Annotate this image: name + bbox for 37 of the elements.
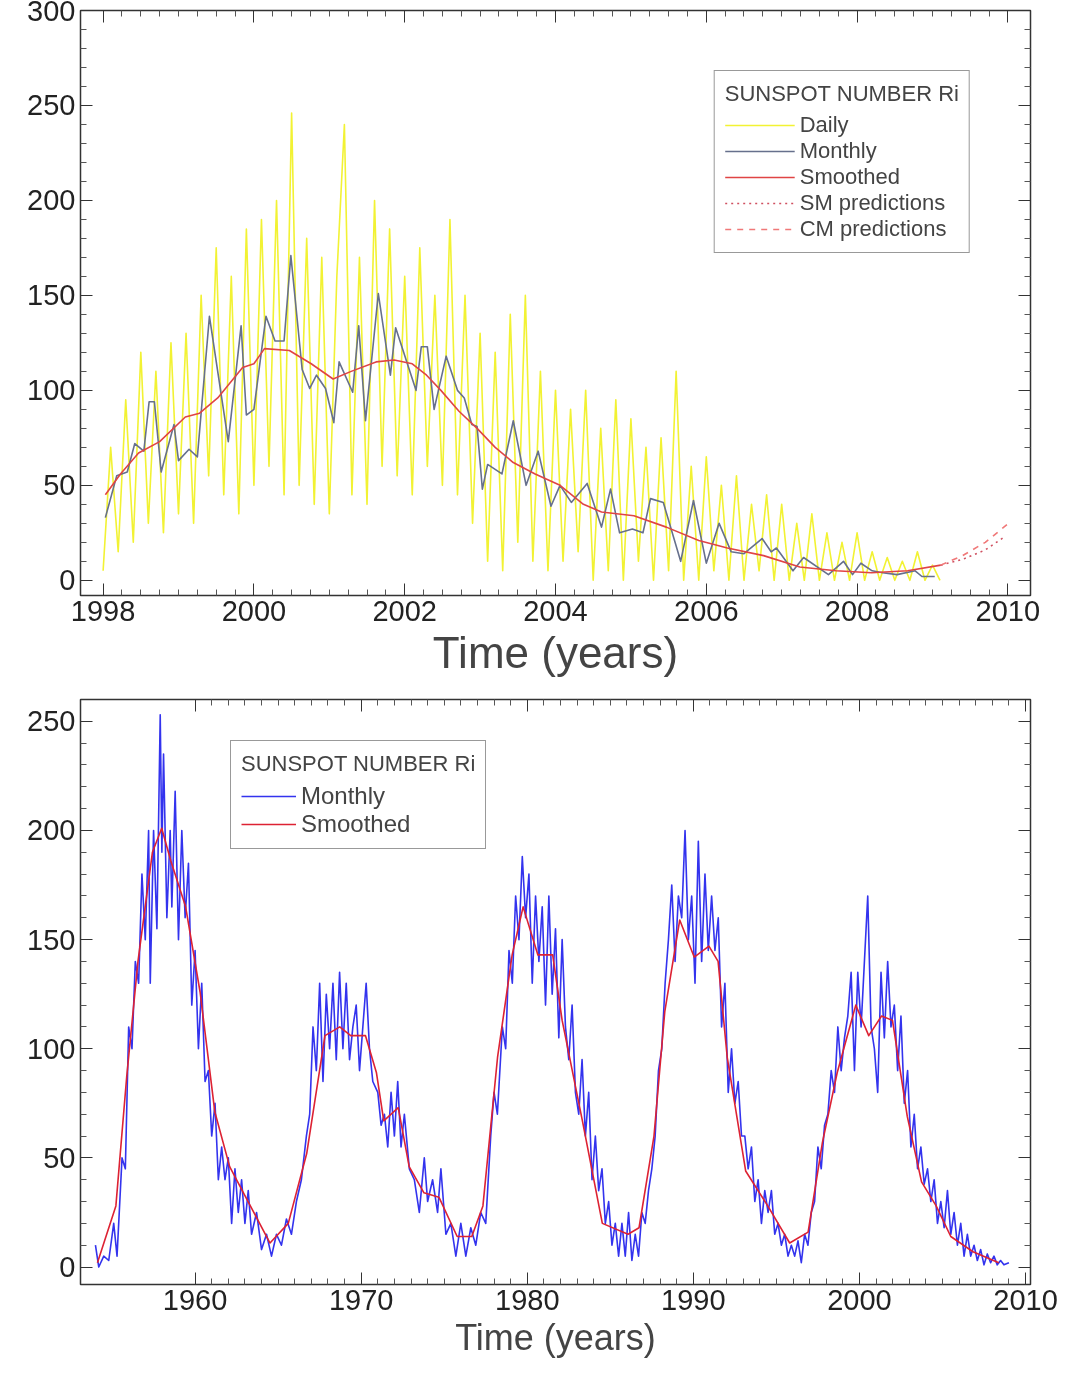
legend-title: SUNSPOT NUMBER Ri [724, 81, 959, 107]
y-tick-label: 150 [27, 923, 76, 956]
x-tick-label: 1980 [495, 1283, 560, 1316]
x-tick-label: 2002 [372, 594, 437, 627]
y-tick-label: 50 [43, 1141, 76, 1174]
legend-label: Smoothed [799, 164, 900, 190]
legend-label: Daily [799, 112, 849, 138]
y-tick-label: 300 [27, 0, 76, 27]
y-tick-label: 0 [59, 564, 76, 597]
legend-label: Smoothed [301, 810, 411, 838]
x-tick-label: 1990 [661, 1283, 726, 1316]
y-tick-label: 100 [27, 374, 76, 407]
x-tick-label: 2004 [523, 594, 588, 627]
y-tick-label: 250 [27, 89, 76, 122]
legend-title: SUNSPOT NUMBER Ri [241, 751, 476, 777]
x-axis-title: Time (years) [432, 627, 679, 677]
y-tick-label: 50 [43, 469, 76, 502]
y-tick-label: 100 [27, 1032, 76, 1065]
y-tick-label: 0 [59, 1251, 76, 1284]
x-tick-label: 1998 [70, 594, 136, 627]
y-tick-label: 200 [27, 184, 76, 217]
y-tick-label: 150 [27, 279, 76, 312]
x-axis-title: Time (years) [455, 1316, 656, 1358]
x-tick-label: 2010 [975, 594, 1041, 627]
x-tick-label: 2010 [993, 1283, 1058, 1316]
x-tick-label: 2006 [674, 594, 739, 627]
legend-label: CM predictions [799, 216, 947, 242]
x-tick-label: 2000 [221, 594, 287, 627]
legend-label: SM predictions [799, 190, 946, 216]
x-tick-label: 1960 [162, 1283, 228, 1316]
y-tick-label: 250 [27, 705, 76, 738]
legend-label: Monthly [301, 782, 386, 810]
y-tick-label: 200 [27, 814, 76, 847]
x-tick-label: 2008 [824, 594, 890, 627]
x-tick-label: 1970 [328, 1283, 394, 1316]
legend-label: Monthly [799, 138, 877, 164]
x-tick-label: 2000 [827, 1283, 892, 1316]
